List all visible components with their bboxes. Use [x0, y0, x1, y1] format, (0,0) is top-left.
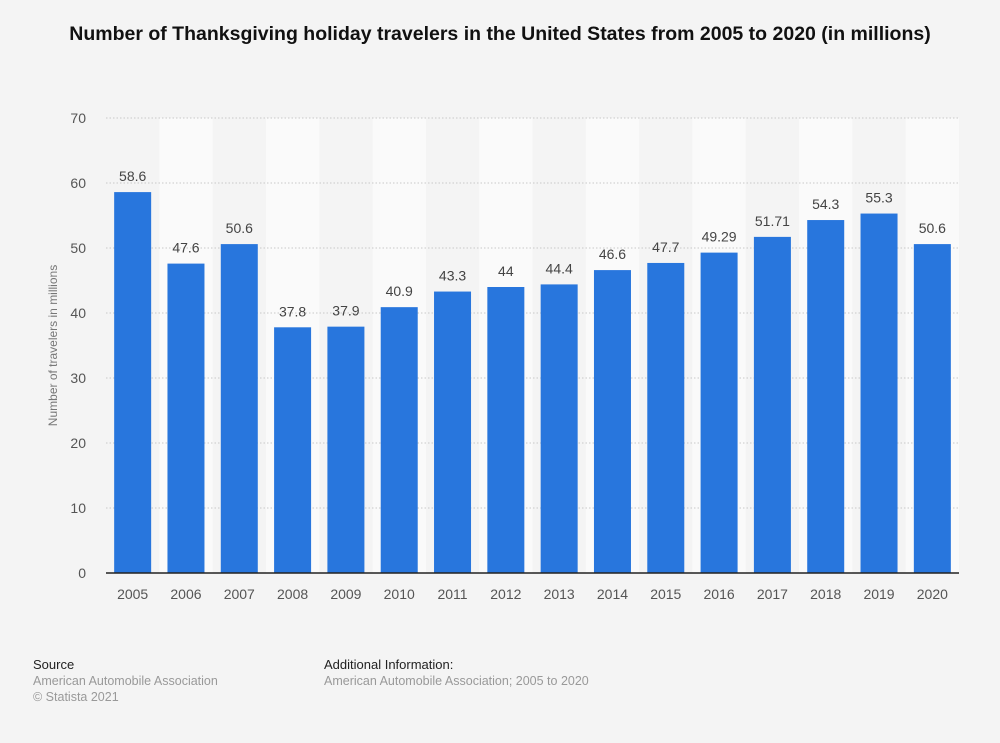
data-label: 55.3 [865, 190, 892, 206]
data-label: 51.71 [755, 213, 790, 229]
bar [327, 326, 365, 573]
copyright-text: © Statista 2021 [33, 690, 119, 704]
bar [540, 284, 578, 573]
y-tick-label: 50 [70, 240, 86, 256]
bar [807, 220, 845, 574]
y-tick-label: 10 [70, 500, 86, 516]
additional-info-text: American Automobile Association; 2005 to… [324, 674, 589, 688]
x-tick-label: 2011 [437, 586, 467, 602]
bar [913, 244, 951, 573]
y-tick-label: 0 [78, 565, 86, 581]
x-tick-label: 2019 [863, 586, 894, 602]
data-label: 54.3 [812, 196, 839, 212]
x-tick-label: 2005 [117, 586, 148, 602]
bar [167, 263, 205, 573]
y-tick-label: 60 [70, 175, 86, 191]
y-tick-label: 40 [70, 305, 86, 321]
x-tick-label: 2008 [277, 586, 308, 602]
x-tick-label: 2009 [330, 586, 361, 602]
bar [434, 291, 472, 573]
data-label: 47.7 [652, 239, 679, 255]
bar [380, 307, 418, 573]
data-label: 43.3 [439, 268, 466, 284]
data-label: 40.9 [386, 283, 413, 299]
y-axis-title: Number of travelers in millions [46, 265, 60, 426]
y-tick-label: 30 [70, 370, 86, 386]
bar [700, 252, 738, 574]
data-label: 44.4 [546, 260, 573, 276]
bar [487, 287, 525, 573]
x-tick-label: 2016 [704, 586, 735, 602]
bar [860, 213, 898, 574]
additional-info-heading: Additional Information: [324, 657, 454, 672]
x-tick-label: 2014 [597, 586, 628, 602]
x-tick-label: 2013 [544, 586, 575, 602]
bar [593, 270, 631, 573]
bar [274, 327, 312, 573]
data-label: 49.29 [702, 229, 737, 245]
source-heading: Source [33, 657, 75, 672]
data-label: 37.8 [279, 303, 306, 319]
x-tick-label: 2006 [170, 586, 201, 602]
bar-chart: 0 10 20 30 40 50 60 70 Number of travelers in mi… [46, 110, 959, 602]
data-label: 37.9 [332, 303, 359, 319]
additional-info-block: Additional Information: American Automob… [324, 657, 589, 689]
data-label: 44 [498, 263, 514, 279]
data-label: 58.6 [119, 168, 146, 184]
bar [114, 192, 152, 573]
x-tick-label: 2012 [490, 586, 521, 602]
chart-title: Number of Thanksgiving holiday travelers… [69, 23, 931, 45]
data-label: 47.6 [172, 240, 199, 256]
source-block: Source American Automobile Association ©… [33, 657, 218, 705]
data-label: 46.6 [599, 246, 626, 262]
x-tick-label: 2018 [810, 586, 841, 602]
bar [647, 262, 685, 573]
x-tick-label: 2017 [757, 586, 788, 602]
y-tick-label: 70 [70, 110, 86, 126]
x-tick-label: 2020 [917, 586, 948, 602]
bar [753, 236, 791, 573]
data-label: 50.6 [919, 220, 946, 236]
x-tick-label: 2010 [384, 586, 415, 602]
bar [220, 244, 258, 573]
x-tick-label: 2015 [650, 586, 681, 602]
data-label: 50.6 [226, 220, 253, 236]
x-tick-label: 2007 [224, 586, 255, 602]
y-tick-label: 20 [70, 435, 86, 451]
source-text: American Automobile Association [33, 674, 218, 688]
